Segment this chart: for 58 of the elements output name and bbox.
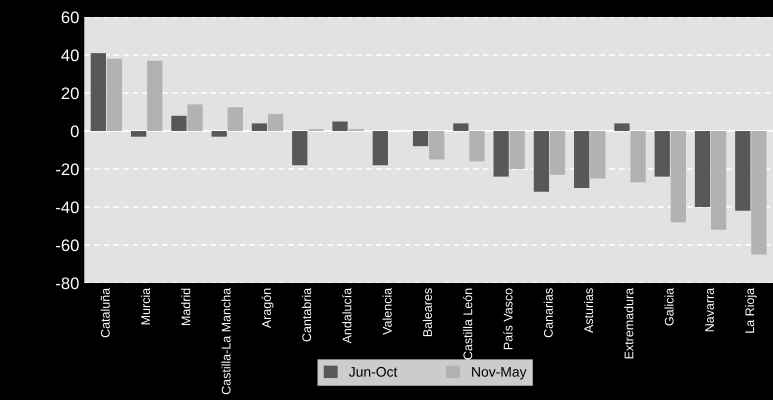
bar	[469, 131, 485, 162]
bar	[171, 116, 187, 131]
y-tick-label: 40	[61, 49, 79, 62]
bar	[147, 60, 162, 131]
bar	[453, 123, 469, 131]
bar	[710, 131, 726, 230]
x-tick-label: La Rioja	[745, 288, 757, 333]
legend-label: Nov-May	[472, 367, 527, 380]
bar	[252, 123, 268, 131]
bar	[510, 131, 525, 169]
x-tick-label: Castilla León	[462, 288, 472, 360]
x-tick-label: Extremadura	[624, 288, 634, 358]
y-tick-label: -60	[56, 239, 79, 252]
x-tick-label: Aragón	[262, 288, 274, 328]
bar	[614, 123, 630, 131]
bar	[630, 131, 646, 182]
y-tick-label: 0	[70, 125, 79, 138]
x-tick-label: País Vasco	[503, 288, 513, 350]
y-tick-label: -40	[56, 201, 79, 214]
x-tick-label: Asturias	[584, 288, 594, 333]
x-tick-label: Galicia	[664, 288, 674, 326]
bar	[654, 131, 670, 177]
bar	[493, 131, 509, 177]
bar	[735, 131, 750, 211]
x-tick-label: Navarra	[705, 288, 714, 332]
bar	[412, 131, 428, 146]
x-tick-label: Cataluña	[100, 288, 110, 338]
bar	[694, 131, 710, 207]
y-tick-label: 60	[62, 11, 79, 24]
x-tick-label: Castilla-La Mancha	[221, 288, 231, 394]
bar	[106, 58, 122, 131]
y-tick-label: -20	[56, 163, 79, 176]
bar	[534, 131, 550, 192]
bar	[212, 131, 227, 137]
bar	[550, 131, 566, 175]
bar	[228, 107, 243, 131]
x-tick-label: Baleares	[422, 288, 432, 336]
bar	[751, 131, 767, 254]
bar	[590, 131, 606, 178]
bar	[670, 131, 686, 222]
bar	[268, 114, 284, 131]
x-tick-label: Canarias	[544, 288, 553, 338]
x-tick-label: Murcia	[140, 288, 150, 324]
bar	[332, 122, 348, 131]
bar	[429, 131, 444, 160]
bar	[130, 131, 146, 137]
legend-label: Jun-Oct	[348, 366, 398, 377]
x-tick-label: Andalucía	[342, 288, 352, 344]
bar	[90, 53, 106, 131]
y-tick-label: 20	[62, 87, 79, 100]
bar	[574, 131, 590, 188]
x-tick-label: Cantabria	[302, 288, 312, 342]
bar	[292, 131, 308, 166]
x-tick-label: Madrid	[181, 288, 190, 326]
bar	[187, 104, 203, 131]
x-tick-label: Valencia	[382, 288, 392, 335]
y-tick-label: -80	[56, 277, 79, 290]
bar	[372, 131, 388, 166]
